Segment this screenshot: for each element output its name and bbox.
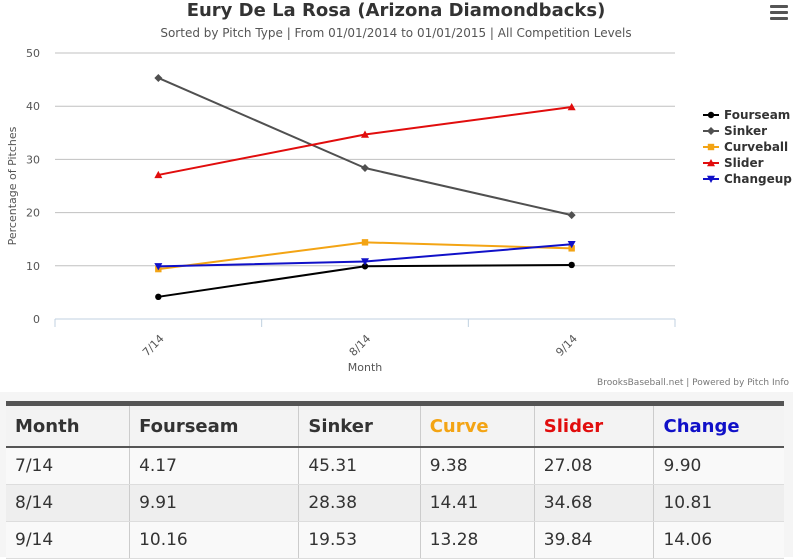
table-cell: 19.53 xyxy=(298,521,421,559)
table-row: 8/14 9.91 28.38 14.41 34.68 10.81 xyxy=(6,484,784,522)
data-point-curveball xyxy=(568,245,575,252)
series-line-sinker xyxy=(157,77,572,217)
table-cell: 9.38 xyxy=(419,447,535,485)
legend-marker-curveball xyxy=(707,143,715,151)
column-header-change: Change xyxy=(653,403,784,448)
y-tick-label: 10 xyxy=(26,260,40,273)
table-cell: 45.31 xyxy=(298,447,421,485)
column-header-slider: Slider xyxy=(533,403,654,448)
table-cell: 27.08 xyxy=(533,447,654,485)
table-row: 9/14 10.16 19.53 13.28 39.84 14.06 xyxy=(6,521,784,559)
menu-icon[interactable] xyxy=(770,5,788,20)
legend-label-curveball: Curveball xyxy=(724,140,788,154)
chart-container: Eury De La Rosa (Arizona Diamondbacks) So… xyxy=(6,0,792,388)
table-body: 7/14 4.17 45.31 9.38 27.08 9.90 8/14 9.91 28.38 1… xyxy=(6,447,784,559)
data-point-curveball xyxy=(361,239,369,246)
table-cell: 14.06 xyxy=(653,521,784,559)
table-cell: 9.91 xyxy=(129,484,299,522)
legend-marker-changeup xyxy=(707,175,715,183)
legend-label-sinker: Sinker xyxy=(724,124,767,138)
table-cell: 34.68 xyxy=(533,484,654,522)
legend-label-slider: Slider xyxy=(724,156,764,170)
column-header-fourseam: Fourseam xyxy=(129,403,299,448)
data-point-fourseam xyxy=(361,263,369,270)
x-tick-label: 8/14 xyxy=(347,332,374,359)
table-cell: 39.84 xyxy=(533,521,654,559)
data-point-slider xyxy=(361,130,369,138)
table-cell: 4.17 xyxy=(129,447,299,485)
y-tick-label: 40 xyxy=(26,100,40,113)
table-cell: 13.28 xyxy=(419,521,535,559)
legend-label-changeup: Changeup xyxy=(724,172,792,186)
column-header-month: Month xyxy=(6,403,130,448)
pitch-usage-table: Month Fourseam Sinker Curve Slider Change 7/1… xyxy=(6,401,784,559)
table-cell: 10.81 xyxy=(653,484,784,522)
data-point-sinker xyxy=(567,211,576,220)
y-tick-label: 50 xyxy=(26,47,40,60)
legend-marker-fourseam xyxy=(707,111,715,119)
x-axis-title: Month xyxy=(348,361,383,374)
legend-marker-sinker xyxy=(707,127,715,135)
table-cell: 14.41 xyxy=(419,484,535,522)
table-row: 7/14 4.17 45.31 9.38 27.08 9.90 xyxy=(6,447,784,485)
line-chart: Eury De La Rosa (Arizona Diamondbacks) So… xyxy=(6,0,792,388)
table-cell: 7/14 xyxy=(6,447,130,485)
column-header-sinker: Sinker xyxy=(298,403,421,448)
x-tick-label: 7/14 xyxy=(140,332,167,359)
data-point-fourseam xyxy=(568,261,575,269)
y-axis-title: Percentage of Pitches xyxy=(6,126,19,245)
table-cell: 8/14 xyxy=(6,484,130,522)
chart-subtitle: Sorted by Pitch Type | From 01/01/2014 t… xyxy=(160,26,631,40)
series-line-fourseam xyxy=(158,263,572,298)
data-point-fourseam xyxy=(155,293,162,301)
table-header-row: Month Fourseam Sinker Curve Slider Change xyxy=(6,403,784,448)
data-point-slider xyxy=(567,103,576,111)
chart-credits: BrooksBaseball.net | Powered by Pitch In… xyxy=(597,378,789,388)
y-tick-label: 0 xyxy=(33,313,40,326)
data-point-slider xyxy=(154,170,163,179)
y-tick-label: 20 xyxy=(26,207,40,220)
legend-marker-slider xyxy=(707,159,715,167)
data-point-changeup xyxy=(154,263,163,271)
y-tick-label: 30 xyxy=(26,153,40,166)
column-header-curve: Curve xyxy=(419,403,535,448)
table-cell: 10.16 xyxy=(129,521,299,559)
x-tick-label: 9/14 xyxy=(553,332,580,359)
table-cell: 9.90 xyxy=(653,447,784,485)
data-point-changeup xyxy=(567,241,576,249)
legend-label-fourseam: Fourseam xyxy=(724,108,790,122)
table-cell: 9/14 xyxy=(6,521,130,559)
data-point-sinker xyxy=(154,73,163,82)
data-point-changeup xyxy=(361,258,369,266)
table-cell: 28.38 xyxy=(298,484,421,522)
chart-title: Eury De La Rosa (Arizona Diamondbacks) xyxy=(187,0,606,21)
data-point-sinker xyxy=(361,164,369,173)
